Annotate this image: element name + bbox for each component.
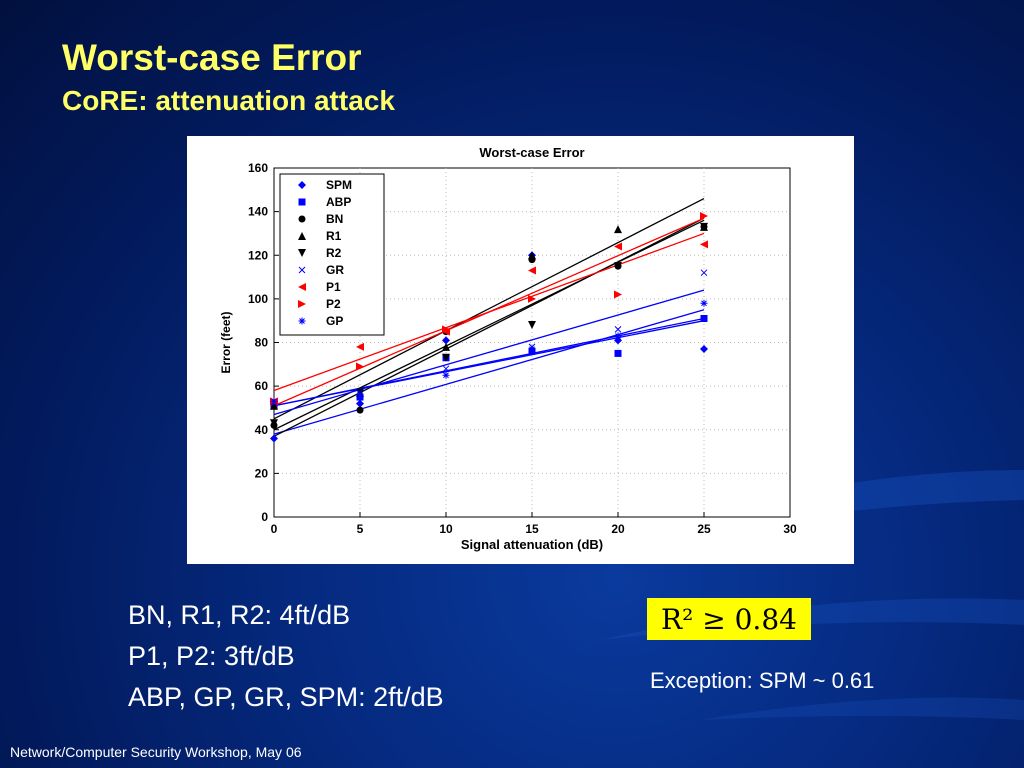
y-tick-label: 100 [248, 292, 268, 306]
legend-marker-p1 [298, 283, 306, 291]
legend-marker-r2 [298, 249, 306, 257]
fit-line-r1 [273, 197, 705, 420]
data-point-p2 [614, 290, 622, 299]
legend-marker-r1 [298, 232, 306, 240]
chart-title: Worst-case Error [479, 145, 584, 160]
data-point-gp [270, 397, 278, 405]
data-point-p1 [614, 242, 622, 251]
scatter-chart: 0 5 10 15 20 25 30 0 20 40 60 80 100 120 140 160 Worst-c… [219, 145, 797, 552]
data-point-spm [700, 345, 708, 354]
data-point-spm [442, 336, 450, 345]
x-tick-label: 20 [611, 522, 625, 536]
data-point-r2 [700, 222, 708, 231]
y-tick-label: 140 [248, 205, 268, 219]
y-axis-label: Error (feet) [219, 311, 233, 373]
data-point-r2 [614, 262, 622, 271]
legend-marker-gr [298, 266, 306, 274]
fit-line-gr [273, 289, 705, 416]
x-tick-label: 30 [783, 522, 797, 536]
slide-title: Worst-case Error [62, 37, 362, 78]
fit-line-p2 [273, 217, 705, 407]
data-point-r1 [528, 251, 536, 260]
y-tick-label: 80 [255, 336, 269, 350]
footer-text: Network/Computer Security Workshop, May … [10, 744, 302, 760]
data-point-gr [442, 365, 450, 373]
data-point-r2 [528, 321, 536, 330]
x-axis-label: Signal attenuation (dB) [461, 537, 603, 552]
bullet-item: P1, P2: 3ft/dB [128, 641, 295, 671]
formula-text: R² ≥ 0.84 [661, 602, 797, 636]
legend-label: ABP [326, 195, 351, 209]
slide-subtitle: CoRE: attenuation attack [62, 85, 395, 116]
x-tick-label: 5 [357, 522, 364, 536]
bullet-item: ABP, GP, GR, SPM: 2ft/dB [128, 682, 444, 712]
legend-label: SPM [326, 178, 352, 192]
legend-label: BN [326, 212, 343, 226]
y-tick-label: 120 [248, 248, 268, 262]
y-tick-label: 60 [255, 379, 269, 393]
legend-marker-gp [298, 317, 306, 325]
data-point-p1 [528, 266, 536, 275]
y-tick-label: 0 [261, 510, 268, 524]
legend-marker-bn [298, 215, 306, 223]
exception-note: Exception: SPM ~ 0.61 [650, 668, 875, 693]
data-point-r2 [442, 353, 450, 362]
data-point-bn [356, 406, 364, 414]
legend-label: GP [326, 314, 343, 328]
data-point-abp [700, 315, 708, 323]
data-point-gp [614, 332, 622, 340]
data-point-gp [700, 299, 708, 307]
r-squared-formula: R² ≥ 0.84 [647, 598, 811, 640]
data-point-abp [614, 349, 622, 357]
bullet-list: BN, R1, R2: 4ft/dB P1, P2: 3ft/dB ABP, G… [128, 595, 444, 718]
data-point-spm [270, 434, 278, 443]
legend-marker-spm [298, 181, 306, 189]
x-tick-label: 25 [697, 522, 711, 536]
y-tick-label: 20 [255, 466, 269, 480]
data-point-p2 [528, 294, 536, 303]
chart-panel: 0 5 10 15 20 25 30 0 20 40 60 80 100 120 140 160 Worst-c… [187, 136, 854, 564]
data-point-p2 [700, 211, 708, 220]
data-point-gr [614, 326, 622, 333]
x-tick-label: 0 [271, 522, 278, 536]
y-tick-label: 40 [255, 423, 269, 437]
data-point-r1 [614, 225, 622, 234]
data-point-r1 [270, 401, 278, 410]
data-point-p1 [356, 342, 364, 351]
data-point-r1 [442, 342, 450, 351]
legend-label: GR [326, 263, 344, 277]
legend-marker-abp [298, 198, 306, 206]
data-point-gr [700, 269, 708, 277]
legend-label: R2 [326, 246, 342, 260]
bullet-item: BN, R1, R2: 4ft/dB [128, 600, 351, 630]
fit-line-r2 [273, 217, 705, 437]
x-tick-label: 15 [525, 522, 539, 536]
fit-line-gp [273, 320, 705, 407]
data-point-spm [356, 399, 364, 408]
data-point-r2 [270, 419, 278, 428]
legend-label: R1 [326, 229, 342, 243]
data-point-p1 [700, 240, 708, 249]
x-tick-label: 10 [439, 522, 453, 536]
data-point-gp [442, 371, 450, 379]
legend-label: P1 [326, 280, 341, 294]
data-point-p2 [442, 325, 450, 334]
legend-box [279, 173, 385, 336]
series-gp [270, 299, 708, 405]
y-tick-label: 160 [248, 161, 268, 175]
legend-marker-p2 [298, 300, 306, 308]
legend-label: P2 [326, 297, 341, 311]
data-point-p2 [356, 362, 364, 371]
data-point-gp [528, 345, 536, 353]
fit-line-spm [273, 309, 705, 435]
data-point-gp [356, 391, 364, 399]
